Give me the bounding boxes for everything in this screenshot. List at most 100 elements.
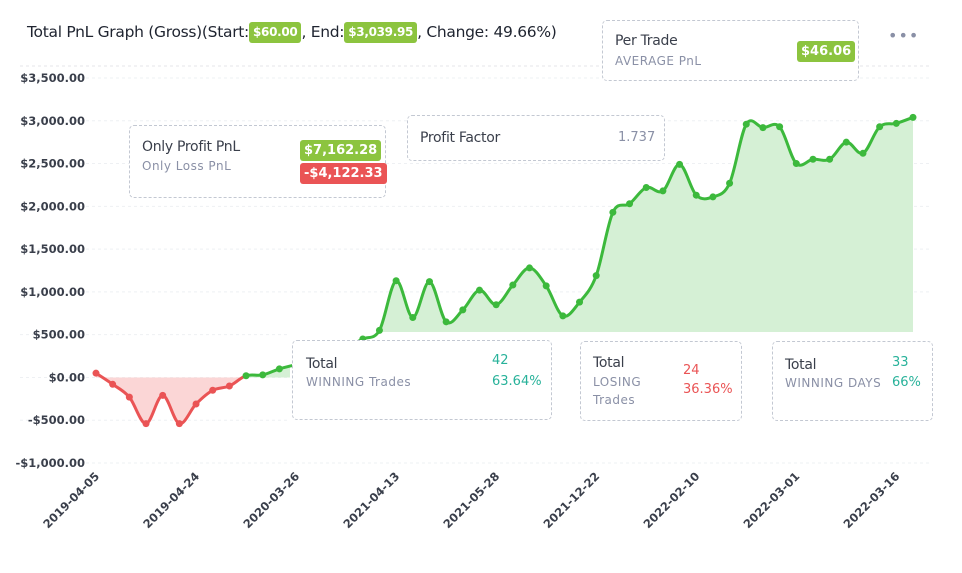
card-sublabel: Trades [593,393,636,407]
data-point[interactable] [809,155,817,163]
data-point[interactable] [559,312,567,320]
winning-trades-card: Total WINNING Trades 42 63.64% [292,340,552,420]
losing-count: 24 [683,363,700,378]
more-horizontal-icon[interactable]: ••• [888,26,920,45]
card-sublabel: WINNING Trades [306,375,412,389]
title-text: , End: [301,23,345,41]
data-point[interactable] [409,314,417,322]
data-point[interactable] [642,184,650,192]
data-point[interactable] [692,191,700,199]
chart-title: Total PnL Graph (Gross)(Start: $60.00, En… [27,22,557,43]
x-tick-label: 2020-03-26 [240,469,302,531]
data-point[interactable] [759,124,767,132]
data-point[interactable] [626,200,634,208]
data-point[interactable] [892,119,900,127]
data-point[interactable] [425,278,433,286]
data-point[interactable] [259,371,267,379]
winning-count: 42 [492,353,509,368]
data-point[interactable] [776,123,784,131]
data-point[interactable] [876,123,884,131]
data-point[interactable] [609,208,617,216]
x-tick-label: 2022-02-10 [640,469,702,531]
y-tick-label: $2,500.00 [20,157,85,171]
card-label: Total [593,355,625,371]
y-tick-label: $3,500.00 [20,71,85,85]
data-point[interactable] [175,420,183,428]
data-point[interactable] [542,282,550,290]
x-tick-label: 2022-03-01 [740,469,802,531]
data-point[interactable] [442,318,450,326]
data-point[interactable] [826,155,834,163]
x-tick-label: 2021-12-22 [540,469,602,531]
card-label: Total [785,357,817,373]
data-point[interactable] [209,386,217,394]
y-tick-label: $3,000.00 [20,114,85,128]
y-tick-label: $1,000.00 [20,285,85,299]
x-tick-label: 2019-04-05 [40,469,102,531]
data-point[interactable] [92,369,100,377]
data-point[interactable] [576,298,584,306]
profit-factor-value: 1.737 [618,130,656,145]
profit-loss-card: Only Profit PnL Only Loss PnL $7,162.28 … [129,125,387,198]
card-label: Only Profit PnL [142,139,240,155]
data-point[interactable] [275,365,283,373]
card-sublabel: Only Loss PnL [142,159,232,173]
negative-area [96,373,247,424]
data-point[interactable] [475,286,483,294]
data-point[interactable] [859,149,867,157]
negative-line [95,371,247,426]
profit-value: $7,162.28 [300,140,382,161]
data-point[interactable] [459,306,467,314]
data-point[interactable] [142,420,150,428]
winning-days-pct: 66% [892,375,921,390]
start-badge: $60.00 [248,22,302,43]
data-point[interactable] [526,264,534,272]
card-label: Profit Factor [420,130,500,146]
card-label: Total [306,356,338,372]
data-point[interactable] [509,281,517,289]
data-point[interactable] [109,380,117,388]
per-trade-card: Per Trade AVERAGE PnL $46.06 [602,20,859,81]
y-tick-label: $2,000.00 [20,199,85,213]
card-sublabel: WINNING DAYS [785,376,882,390]
data-point[interactable] [909,113,917,121]
data-point[interactable] [159,391,167,399]
card-sublabel: LOSING [593,375,642,389]
x-tick-label: 2019-04-24 [140,469,202,531]
data-point[interactable] [192,400,200,408]
data-point[interactable] [392,277,400,285]
y-tick-label: -$1,000.00 [15,456,85,470]
y-tick-label: $500.00 [33,328,85,342]
y-tick-label: $1,500.00 [20,242,85,256]
title-text: Total PnL Graph (Gross)(Start: [27,23,249,41]
x-tick-label: 2022-03-16 [841,469,903,531]
data-point[interactable] [709,193,717,201]
winning-pct: 63.64% [492,374,542,389]
x-tick-label: 2021-05-28 [440,469,502,531]
title-text: , Change: 49.66%) [417,23,557,41]
data-point[interactable] [375,326,383,334]
data-point[interactable] [676,160,684,168]
losing-trades-card: Total LOSING Trades 24 36.36% [580,341,742,421]
data-point[interactable] [792,160,800,168]
data-point[interactable] [225,382,233,390]
y-tick-label: $0.00 [49,370,85,384]
losing-pct: 36.36% [683,382,733,397]
winning-days-count: 33 [892,355,909,370]
card-label: Per Trade [615,33,678,49]
data-point[interactable] [842,138,850,146]
data-point[interactable] [659,187,667,195]
x-tick-label: 2021-04-13 [340,469,402,531]
data-point[interactable] [242,372,250,380]
y-tick-label: -$500.00 [28,413,85,427]
profit-factor-card: Profit Factor 1.737 [407,115,665,161]
card-sublabel: AVERAGE PnL [615,54,702,68]
loss-value: -$4,122.33 [300,163,387,184]
per-trade-value: $46.06 [797,41,856,62]
data-point[interactable] [742,120,750,128]
data-point[interactable] [492,301,500,309]
data-point[interactable] [592,272,600,280]
data-point[interactable] [726,179,734,187]
data-point[interactable] [125,393,133,401]
